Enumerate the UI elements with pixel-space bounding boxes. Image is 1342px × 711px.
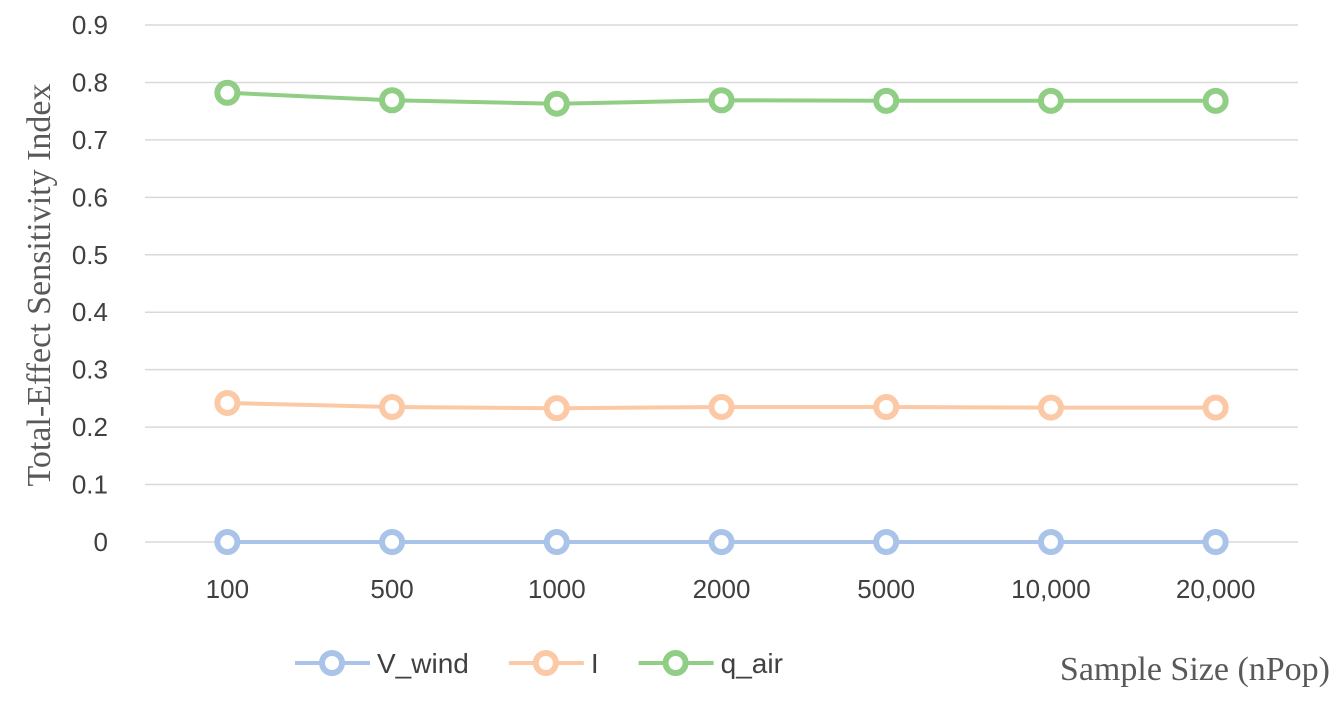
- data-point: [1037, 87, 1064, 114]
- data-point: [214, 389, 241, 416]
- gridlines: [145, 24, 1298, 543]
- x-axis-title: Sample Size (nPop): [1060, 651, 1330, 688]
- legend-label: V_wind: [377, 648, 469, 679]
- data-point: [214, 529, 241, 555]
- y-tick-label: 0.2: [72, 412, 108, 442]
- legend-marker: [662, 650, 689, 676]
- y-axis-title: Total-Effect Sensitivity Index: [21, 83, 58, 486]
- y-tick-label: 0.9: [72, 10, 108, 40]
- data-point: [379, 394, 406, 421]
- series-v-wind: [214, 529, 1229, 555]
- x-tick-label: 10,000: [1011, 574, 1091, 604]
- data-point: [379, 529, 406, 555]
- data-point: [379, 87, 406, 114]
- data-point: [1202, 529, 1229, 555]
- legend-item: I: [508, 648, 599, 679]
- x-tick-label: 5000: [857, 574, 915, 604]
- data-point: [1202, 394, 1229, 421]
- data-point: [708, 529, 735, 555]
- data-point: [1202, 87, 1229, 114]
- y-tick-label: 0.3: [72, 355, 108, 385]
- y-tick-label: 0.4: [72, 297, 108, 327]
- data-point: [1037, 394, 1064, 421]
- x-tick-label: 20,000: [1176, 574, 1256, 604]
- series-q-air: [214, 79, 1229, 117]
- legend-label: q_air: [721, 648, 783, 679]
- x-tick-label: 1000: [528, 574, 586, 604]
- legend-item: V_wind: [295, 648, 469, 679]
- legend-marker: [532, 650, 559, 676]
- data-point: [543, 529, 570, 555]
- data-point: [543, 395, 570, 422]
- data-point: [214, 79, 241, 106]
- y-tick-label: 0.1: [72, 470, 108, 500]
- data-point: [708, 394, 735, 421]
- y-axis-ticks: 0 0.1 0.2 0.3 0.4 0.5 0.6 0.7 0.8 0.9: [72, 10, 108, 557]
- y-tick-label: 0: [94, 527, 108, 557]
- legend-item: q_air: [638, 648, 783, 679]
- data-point: [873, 394, 900, 421]
- x-tick-label: 500: [370, 574, 413, 604]
- x-tick-label: 2000: [693, 574, 751, 604]
- y-tick-label: 0.8: [72, 67, 108, 97]
- data-point: [1037, 529, 1064, 555]
- data-point: [873, 529, 900, 555]
- x-axis-ticks: 100 500 1000 2000 5000 10,000 20,000: [206, 574, 1256, 604]
- y-tick-label: 0.5: [72, 240, 108, 270]
- y-tick-label: 0.7: [72, 125, 108, 155]
- plot-series: [214, 79, 1229, 555]
- legend-label: I: [591, 648, 599, 679]
- x-tick-label: 100: [206, 574, 249, 604]
- data-point: [873, 87, 900, 114]
- data-point: [708, 87, 735, 114]
- y-tick-label: 0.6: [72, 182, 108, 212]
- series-i: [214, 389, 1229, 422]
- data-point: [543, 90, 570, 117]
- legend-marker: [319, 650, 345, 676]
